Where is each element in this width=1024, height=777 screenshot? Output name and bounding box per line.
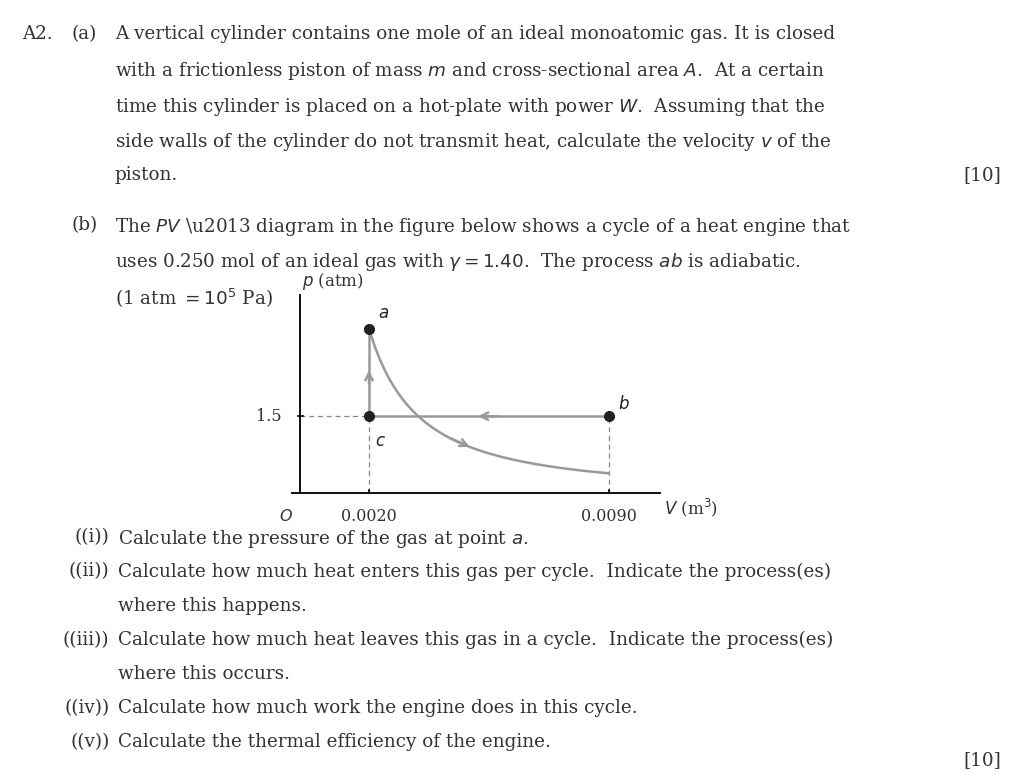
Text: ((ii)): ((ii)) — [69, 563, 110, 580]
Text: time this cylinder is placed on a hot-plate with power $W$.  Assuming that the: time this cylinder is placed on a hot-pl… — [115, 96, 824, 117]
Text: $a$: $a$ — [378, 305, 389, 322]
Text: 1.5: 1.5 — [256, 408, 282, 425]
Text: $c$: $c$ — [375, 433, 386, 450]
Text: (1 atm $= 10^5$ Pa): (1 atm $= 10^5$ Pa) — [115, 286, 272, 309]
Text: Calculate how much work the engine does in this cycle.: Calculate how much work the engine does … — [118, 699, 637, 717]
Text: side walls of the cylinder do not transmit heat, calculate the velocity $v$ of t: side walls of the cylinder do not transm… — [115, 131, 831, 153]
Text: Calculate how much heat leaves this gas in a cycle.  Indicate the process(es): Calculate how much heat leaves this gas … — [118, 631, 834, 649]
Text: piston.: piston. — [115, 166, 178, 184]
Text: 0.0020: 0.0020 — [341, 508, 397, 524]
Text: Calculate the thermal efficiency of the engine.: Calculate the thermal efficiency of the … — [118, 733, 551, 751]
Text: Calculate how much heat enters this gas per cycle.  Indicate the process(es): Calculate how much heat enters this gas … — [118, 563, 830, 580]
Text: A vertical cylinder contains one mole of an ideal monoatomic gas. It is closed: A vertical cylinder contains one mole of… — [115, 25, 835, 43]
Text: uses 0.250 mol of an ideal gas with $\gamma = 1.40$.  The process $ab$ is adiaba: uses 0.250 mol of an ideal gas with $\ga… — [115, 251, 801, 273]
Text: ((v)): ((v)) — [71, 733, 110, 751]
Text: [10]: [10] — [964, 751, 1001, 768]
Text: ((i)): ((i)) — [75, 528, 110, 546]
Text: $V$ (m$^3$): $V$ (m$^3$) — [664, 497, 718, 519]
Text: 0.0090: 0.0090 — [581, 508, 637, 524]
Text: (a): (a) — [72, 25, 97, 43]
Text: (b): (b) — [72, 215, 98, 234]
Text: where this happens.: where this happens. — [118, 597, 306, 615]
Text: The $PV$ \u2013 diagram in the figure below shows a cycle of a heat engine that: The $PV$ \u2013 diagram in the figure be… — [115, 215, 851, 238]
Text: where this occurs.: where this occurs. — [118, 665, 290, 683]
Text: A2.: A2. — [23, 25, 53, 43]
Text: $O$: $O$ — [279, 508, 293, 524]
Text: [10]: [10] — [964, 166, 1001, 184]
Text: ((iv)): ((iv)) — [65, 699, 110, 717]
Text: Calculate the pressure of the gas at point $a$.: Calculate the pressure of the gas at poi… — [118, 528, 528, 550]
Text: $p$ (atm): $p$ (atm) — [302, 270, 364, 291]
Text: with a frictionless piston of mass $m$ and cross-sectional area $A$.  At a certa: with a frictionless piston of mass $m$ a… — [115, 61, 824, 82]
Text: ((iii)): ((iii)) — [62, 631, 110, 649]
Text: $b$: $b$ — [617, 395, 630, 413]
